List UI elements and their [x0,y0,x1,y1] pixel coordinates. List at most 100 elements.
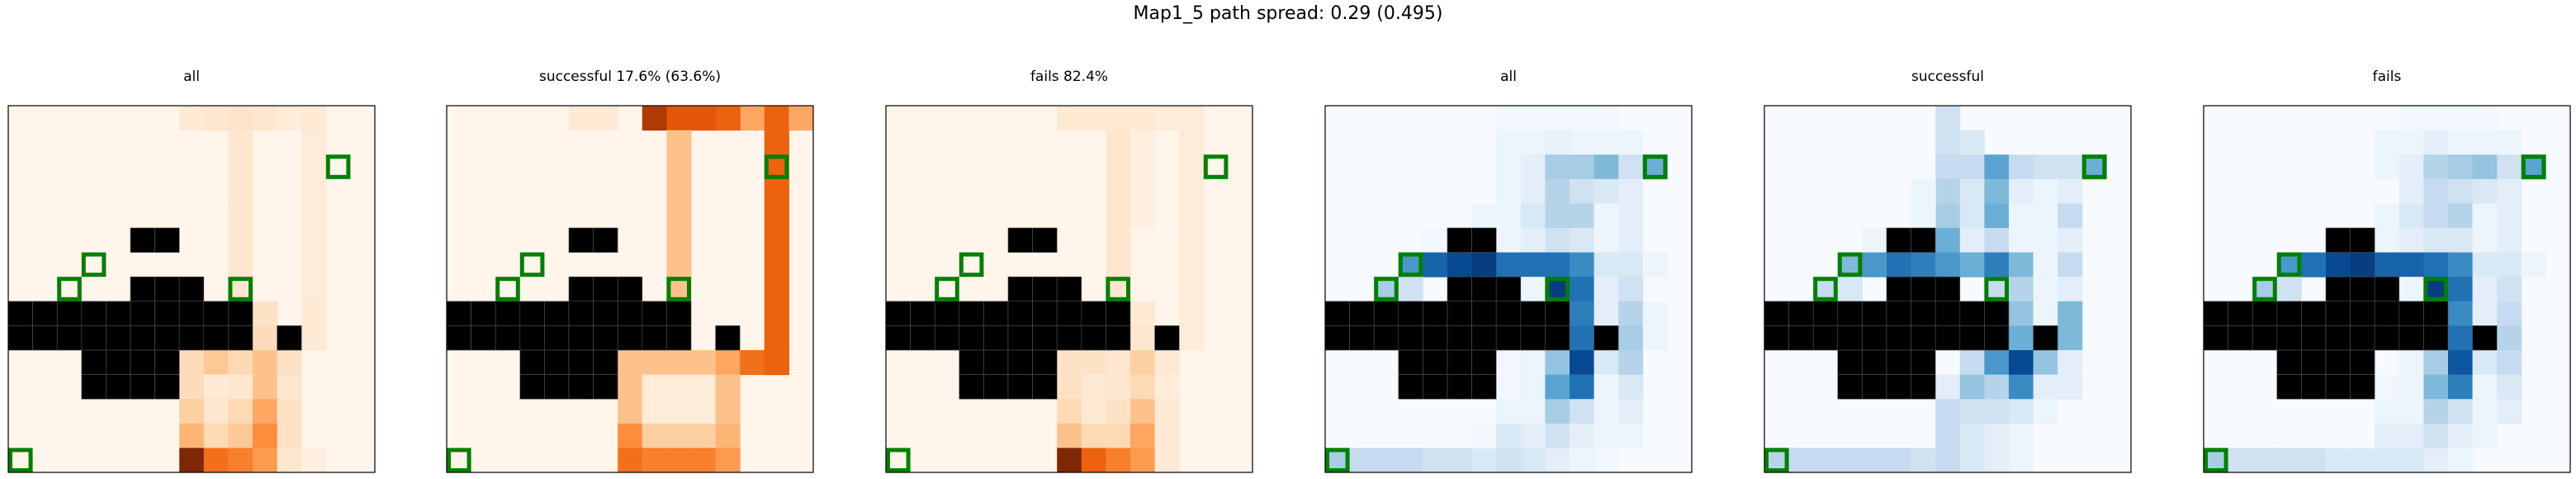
heat-cell [2398,154,2424,180]
heat-cell [569,106,594,131]
heat-cell [1081,448,1106,473]
heat-cell [764,130,789,155]
heat-cell [1154,106,1180,131]
heat-cell [228,203,253,229]
heat-cell [1106,448,1131,473]
heat-cell [1593,277,1619,302]
obstacle-cell [56,301,83,326]
heat-cell [1520,228,1546,254]
highlight-square [2423,277,2448,301]
obstacle-cell [1545,301,1570,326]
obstacle-cell [1959,325,1985,351]
heat-cell [1984,154,2010,180]
heat-cell [1618,399,1644,424]
obstacle-cell [1911,227,1936,253]
heat-cell [1593,106,1619,131]
heat-cell [2472,301,2498,326]
obstacle-cell [1862,374,1887,400]
obstacle-cell [154,374,180,400]
heat-cell [1570,301,1595,326]
heat-cell [1911,448,1936,473]
obstacle-cell [568,325,594,351]
heat-cell [253,374,278,400]
heat-cell [228,178,253,204]
obstacle-cell [81,301,107,326]
obstacle-cell [228,301,253,326]
obstacle-cell [1056,301,1082,326]
heat-cell [666,203,692,229]
obstacle-cell [983,301,1009,326]
heat-cell [2472,399,2498,424]
heat-cell [1935,228,1961,254]
heat-cell [1496,252,1522,277]
heat-cell [1423,448,1448,473]
highlight-square [1106,277,1131,301]
heatmap-panel-1: all [7,69,376,473]
heat-cell [301,203,327,229]
heat-cell [2448,448,2474,473]
obstacle-cell [1837,325,1863,351]
heat-cell [2497,130,2522,155]
heat-cell [2033,228,2058,254]
highlight-square [666,277,692,301]
obstacle-cell [81,374,107,400]
obstacle-cell [1788,325,1814,351]
heat-cell [788,106,814,131]
obstacle-cell [32,325,58,351]
heat-cell [1959,399,1985,424]
heat-cell [1545,154,1570,180]
heat-cell [666,178,692,204]
heat-cell [1837,277,1863,302]
obstacle-cell [544,374,570,400]
panel-frame [2203,105,2571,473]
obstacle-cell [1837,374,1863,400]
obstacle-cell [1520,325,1546,351]
heat-cell [2033,154,2058,180]
obstacle-cell [959,325,984,351]
heat-cell [1862,252,1887,277]
heat-cell [1130,178,1156,204]
obstacle-cell [1545,325,1570,351]
heat-cell [691,448,717,473]
obstacle-cell [593,276,618,302]
heat-cell [1496,399,1522,424]
heat-cell [618,423,643,448]
obstacle-cell [2325,325,2351,351]
heat-cell [1179,178,1205,204]
heat-cell [1057,106,1082,131]
heat-cell [2497,374,2522,400]
heat-cell [2472,374,2498,400]
heat-cell [2398,178,2424,204]
heat-cell [1130,154,1156,180]
heat-cell [1984,203,2010,229]
highlight-square [886,448,911,473]
obstacle-cell [593,227,618,253]
heat-cell [2228,448,2253,473]
highlight-square [1203,154,1229,179]
obstacle-cell [495,301,521,326]
heat-cell [2497,399,2522,424]
heat-cell [2497,325,2522,351]
obstacle-cell [1812,301,1839,326]
heat-cell [1887,252,1912,277]
obstacle-cell [2325,374,2351,400]
heat-cell [2448,350,2474,376]
heat-cell [1130,399,1156,424]
obstacle-cell [1495,276,1522,302]
heat-cell [2497,203,2522,229]
obstacle-cell [568,374,594,400]
heat-cell [2375,374,2400,400]
heat-cell [2521,252,2546,277]
heat-cell [2057,374,2083,400]
heat-cell [618,350,643,376]
heat-cell [1081,374,1106,400]
obstacle-cell [7,301,33,326]
heat-cell [1618,277,1644,302]
panel-title: successful 17.6% (63.6%) [539,69,721,85]
heat-cell [2375,399,2400,424]
heat-cell [715,106,741,131]
obstacle-cell [544,325,570,351]
heat-cell [1520,106,1546,131]
obstacle-cell [1934,276,1961,302]
heat-cell [1593,448,1619,473]
